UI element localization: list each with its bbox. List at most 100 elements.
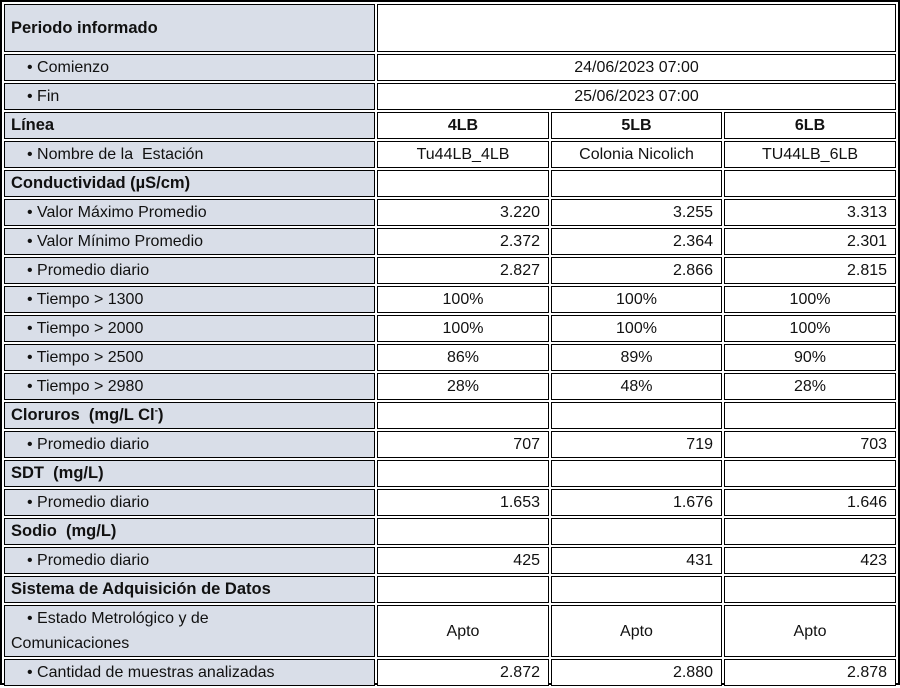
label-text: ) [157, 406, 164, 424]
row-label: Conductividad (µS/cm) [4, 170, 375, 197]
value-4lb: 2.827 [377, 257, 549, 284]
value-6lb: TU44LB_6LB [724, 141, 897, 168]
value-4lb [377, 576, 549, 603]
value-merged [377, 4, 897, 52]
row-cantidad-muestras: • Cantidad de muestras analizadas 2.872 … [4, 659, 897, 686]
row-conductividad: Conductividad (µS/cm) [4, 170, 897, 197]
value-6lb [724, 518, 897, 545]
value-6lb [724, 402, 897, 429]
row-label: Periodo informado [4, 4, 375, 52]
value-6lb: 2.301 [724, 228, 897, 255]
value-6lb: 3.313 [724, 199, 897, 226]
value-4lb [377, 402, 549, 429]
row-label: • Nombre de la Estación [4, 141, 375, 168]
row-label: • Tiempo > 2980 [4, 373, 375, 400]
value-5lb: 2.866 [551, 257, 722, 284]
row-promedio-diario-cloruros: • Promedio diario 707 719 703 [4, 431, 897, 458]
value-5lb [551, 402, 722, 429]
row-promedio-diario-sdt: • Promedio diario 1.653 1.676 1.646 [4, 489, 897, 516]
value-5lb: 2.880 [551, 659, 722, 686]
row-promedio-diario-sodio: • Promedio diario 425 431 423 [4, 547, 897, 574]
row-label: Sodio (mg/L) [4, 518, 375, 545]
row-cloruros: Cloruros (mg/L Cl-) [4, 402, 897, 429]
row-estado-metrologico: • Estado Metrológico y de Comunicaciones… [4, 605, 897, 657]
row-sodio: Sodio (mg/L) [4, 518, 897, 545]
value-5lb: 2.364 [551, 228, 722, 255]
value-6lb: 1.646 [724, 489, 897, 516]
row-nombre-estacion: • Nombre de la Estación Tu44LB_4LB Colon… [4, 141, 897, 168]
row-tiempo-2980: • Tiempo > 2980 28% 48% 28% [4, 373, 897, 400]
value-6lb: 100% [724, 315, 897, 342]
row-sdt: SDT (mg/L) [4, 460, 897, 487]
value-5lb: 5LB [551, 112, 722, 139]
value-4lb [377, 170, 549, 197]
row-label: • Promedio diario [4, 489, 375, 516]
value-6lb: Apto [724, 605, 897, 657]
row-label: • Promedio diario [4, 431, 375, 458]
row-promedio-diario-conductividad: • Promedio diario 2.827 2.866 2.815 [4, 257, 897, 284]
value-5lb: 100% [551, 315, 722, 342]
row-label: • Tiempo > 1300 [4, 286, 375, 313]
value-6lb: 2.878 [724, 659, 897, 686]
row-periodo-informado: Periodo informado [4, 4, 897, 52]
value-6lb [724, 460, 897, 487]
row-label: • Estado Metrológico y de Comunicaciones [4, 605, 375, 657]
row-label: • Cantidad de muestras analizadas [4, 659, 375, 686]
value-6lb: 423 [724, 547, 897, 574]
value-6lb: 2.815 [724, 257, 897, 284]
row-fin: • Fin 25/06/2023 07:00 [4, 83, 897, 110]
row-label: SDT (mg/L) [4, 460, 375, 487]
row-label: • Valor Mínimo Promedio [4, 228, 375, 255]
value-6lb: 100% [724, 286, 897, 313]
value-4lb: 4LB [377, 112, 549, 139]
value-5lb [551, 518, 722, 545]
row-label: • Valor Máximo Promedio [4, 199, 375, 226]
value-4lb [377, 460, 549, 487]
value-5lb [551, 170, 722, 197]
value-5lb [551, 460, 722, 487]
value-4lb: Tu44LB_4LB [377, 141, 549, 168]
value-5lb: Colonia Nicolich [551, 141, 722, 168]
row-comienzo: • Comienzo 24/06/2023 07:00 [4, 54, 897, 81]
row-valor-minimo-promedio: • Valor Mínimo Promedio 2.372 2.364 2.30… [4, 228, 897, 255]
value-6lb: 90% [724, 344, 897, 371]
value-4lb: 1.653 [377, 489, 549, 516]
value-4lb: 100% [377, 315, 549, 342]
row-label: • Promedio diario [4, 257, 375, 284]
row-label: Sistema de Adquisición de Datos [4, 576, 375, 603]
value-4lb: 2.372 [377, 228, 549, 255]
value-6lb: 6LB [724, 112, 897, 139]
row-tiempo-1300: • Tiempo > 1300 100% 100% 100% [4, 286, 897, 313]
value-5lb: 431 [551, 547, 722, 574]
value-6lb: 703 [724, 431, 897, 458]
value-5lb: Apto [551, 605, 722, 657]
row-tiempo-2500: • Tiempo > 2500 86% 89% 90% [4, 344, 897, 371]
row-tiempo-2000: • Tiempo > 2000 100% 100% 100% [4, 315, 897, 342]
value-4lb: 707 [377, 431, 549, 458]
row-label: • Tiempo > 2500 [4, 344, 375, 371]
value-merged: 25/06/2023 07:00 [377, 83, 897, 110]
value-4lb: 2.872 [377, 659, 549, 686]
row-linea: Línea 4LB 5LB 6LB [4, 112, 897, 139]
value-6lb [724, 576, 897, 603]
value-4lb: 100% [377, 286, 549, 313]
value-4lb: Apto [377, 605, 549, 657]
value-5lb: 3.255 [551, 199, 722, 226]
value-6lb: 28% [724, 373, 897, 400]
row-label: • Fin [4, 83, 375, 110]
value-5lb: 719 [551, 431, 722, 458]
value-6lb [724, 170, 897, 197]
row-label: • Tiempo > 2000 [4, 315, 375, 342]
value-5lb [551, 576, 722, 603]
value-merged: 24/06/2023 07:00 [377, 54, 897, 81]
value-4lb [377, 518, 549, 545]
value-4lb: 3.220 [377, 199, 549, 226]
value-5lb: 1.676 [551, 489, 722, 516]
value-5lb: 48% [551, 373, 722, 400]
row-label: Cloruros (mg/L Cl-) [4, 402, 375, 429]
row-label: • Promedio diario [4, 547, 375, 574]
superscript-minus: - [154, 405, 158, 417]
value-4lb: 425 [377, 547, 549, 574]
